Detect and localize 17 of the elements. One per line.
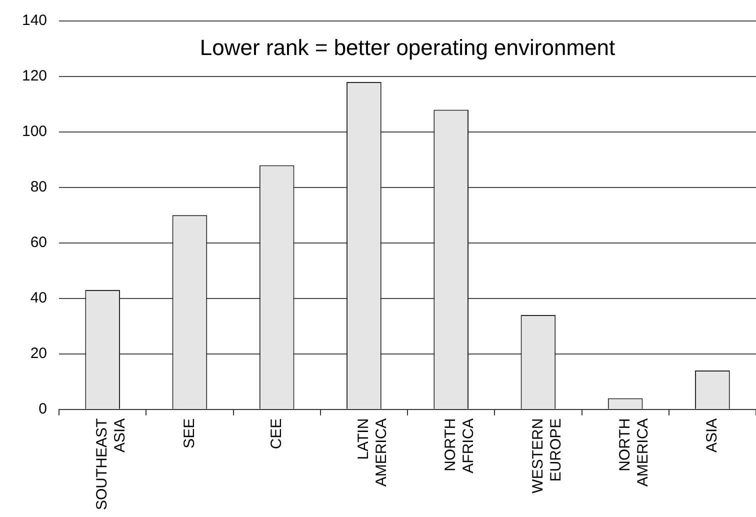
x-tick-label: ASIA	[704, 418, 721, 453]
y-tick-label: 40	[30, 290, 48, 307]
x-tick-label: WESTERN EUROPE	[529, 418, 564, 494]
x-tick-label: CEE	[268, 418, 285, 450]
x-tick-label: LATIN AMERICA	[355, 418, 390, 487]
y-tick-label: 100	[22, 123, 48, 140]
x-tick-label: NORTH AFRICA	[442, 418, 478, 474]
x-tick-label: SOUTHEAST ASIA	[94, 418, 129, 510]
y-tick-label: 120	[22, 68, 48, 85]
y-tick-label: 60	[30, 234, 48, 252]
y-tick-label: 80	[30, 178, 48, 196]
y-tick-label: 140	[22, 12, 48, 30]
y-tick-label: 20	[30, 344, 48, 362]
x-tick-label: NORTH AMERICA	[616, 418, 652, 487]
x-tick-label: SEE	[180, 418, 198, 448]
y-tick-label: 0	[38, 400, 48, 418]
text: Lower rank = better operating environment	[200, 34, 616, 60]
